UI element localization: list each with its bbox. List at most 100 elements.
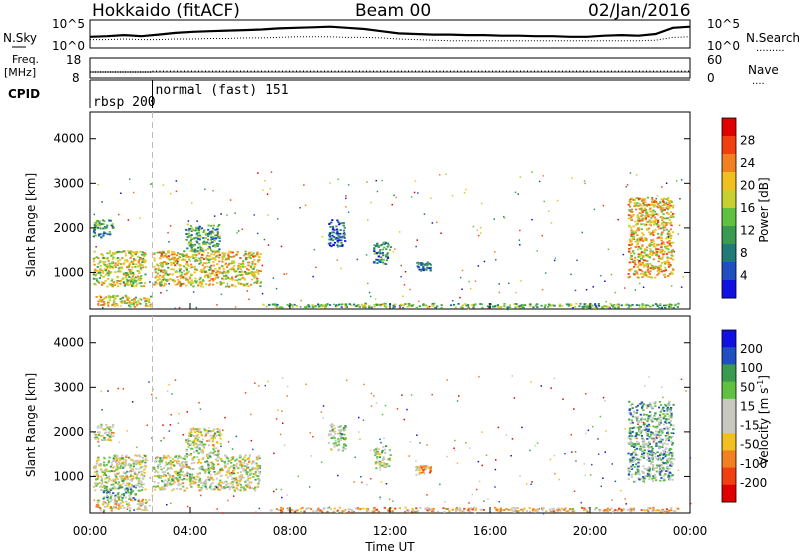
power-cell [211, 272, 214, 275]
velocity-cell [97, 506, 100, 508]
velocity-cell [642, 409, 645, 411]
power-cell [218, 224, 221, 226]
power-cell [632, 272, 635, 275]
nsearch-legend: ......... [756, 43, 785, 54]
velocity-cell [634, 416, 637, 418]
velocity-cell [165, 483, 168, 486]
power-cell [308, 305, 311, 308]
velocity-cell [130, 468, 133, 471]
velocity-cell [160, 468, 163, 471]
velocity-cell [347, 511, 350, 513]
velocity-cell [214, 473, 217, 476]
velocity-cell [108, 435, 111, 438]
velocity-cell [662, 429, 665, 432]
power-cell [95, 270, 99, 272]
velocity-cell [199, 440, 202, 443]
power-cell [541, 234, 543, 237]
power-cell [143, 297, 146, 300]
velocity-cell [212, 445, 215, 448]
velocity-cell [129, 466, 132, 469]
velocity-cell [113, 486, 116, 488]
velocity-cell [160, 461, 163, 464]
power-cell [135, 263, 138, 266]
velocity-cell [153, 481, 156, 483]
power-cell [115, 264, 118, 267]
power-cell [167, 250, 170, 253]
power-cell [131, 266, 134, 268]
velocity-cell [177, 460, 180, 463]
power-cell [670, 305, 673, 308]
velocity-cell [654, 476, 657, 479]
power-cell [238, 262, 241, 265]
power-cell [645, 254, 648, 256]
power-cell [670, 251, 673, 254]
velocity-cell [117, 492, 120, 495]
power-cell [224, 262, 227, 265]
velocity-cell [310, 508, 313, 510]
power-cell [244, 270, 247, 273]
power-cell [244, 265, 247, 268]
power-cell [646, 228, 648, 230]
velocity-cell [215, 458, 218, 461]
power-cell [207, 238, 210, 241]
velocity-cell [505, 508, 508, 510]
velocity-cell [631, 464, 635, 466]
velocity-cell [163, 484, 167, 487]
power-cell [204, 241, 207, 244]
power-cell [672, 249, 675, 252]
power-cell [201, 282, 204, 284]
power-cell [120, 300, 124, 303]
velocity-cell [656, 445, 659, 447]
power-cell [164, 283, 167, 286]
power-cell [98, 269, 101, 272]
power-cell [234, 275, 237, 278]
power-cell [218, 248, 221, 251]
power-cell [139, 279, 142, 281]
power-cell [215, 228, 219, 231]
power-cell [660, 245, 663, 248]
velocity-cell [648, 468, 651, 471]
velocity-cell [280, 509, 283, 511]
power-cell [104, 226, 107, 229]
power-cell [134, 276, 137, 279]
velocity-cell [114, 494, 117, 497]
velocity-cell [216, 472, 219, 475]
velocity-cell [652, 451, 655, 454]
velocity-cell [648, 469, 651, 472]
power-cell [540, 304, 543, 307]
power-cell [661, 217, 664, 219]
power-cell [138, 272, 141, 274]
power-cell [212, 260, 215, 263]
power-cell [503, 303, 506, 305]
power-cell [638, 304, 641, 307]
power-cell [632, 233, 634, 235]
velocity-cell [204, 434, 208, 436]
velocity-cell [665, 418, 668, 421]
power-cell [217, 254, 220, 257]
velocity-cell [656, 509, 659, 511]
power-cell [636, 239, 639, 241]
velocity-cell [129, 464, 133, 467]
velocity-cell [300, 511, 303, 513]
power-cell [404, 303, 407, 305]
velocity-cell [646, 455, 650, 458]
power-cell [217, 243, 220, 245]
velocity-cell [317, 507, 320, 509]
velocity-cell [670, 412, 673, 415]
velocity-cell [631, 421, 634, 424]
velocity-cell [114, 481, 117, 484]
velocity-cell [643, 467, 647, 470]
velocity-cell [123, 477, 126, 480]
velocity-cell [189, 454, 192, 456]
velocity-cell [219, 442, 222, 445]
power-cell [144, 300, 147, 303]
velocity-cell [665, 422, 668, 425]
velocity-cell [336, 509, 339, 512]
velocity-cell [114, 499, 117, 502]
velocity-cell [153, 466, 156, 469]
power-cell [544, 304, 547, 307]
power-cell [199, 236, 202, 238]
velocity-cell [213, 488, 216, 491]
power-cell [235, 279, 238, 282]
velocity-cell [122, 471, 126, 474]
